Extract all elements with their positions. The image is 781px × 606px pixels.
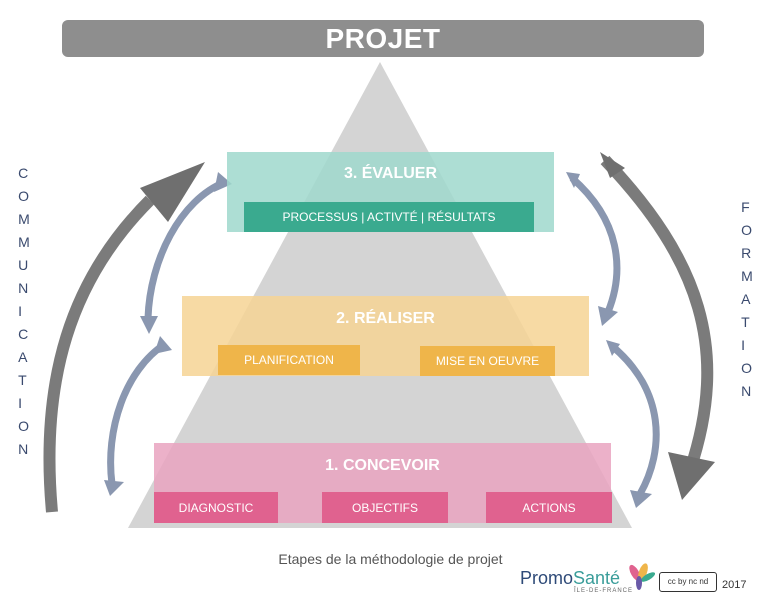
side-letter: R [741,245,752,261]
tag-objectifs: OBJECTIFS [322,492,448,523]
side-letter: C [18,165,29,181]
year-label: 2017 [722,579,747,591]
right-upper-arrow [569,175,621,314]
brand-region: ÎLE-DE-FRANCE [574,588,634,594]
side-letter: T [741,314,750,330]
communication-arrow-head [140,162,205,222]
promosante-logo-icon [629,563,655,590]
side-letter: I [18,395,23,411]
level-concevoir-heading: 1. CONCEVOIR [325,457,440,474]
side-letter: M [18,234,30,250]
side-letter: I [741,337,746,353]
side-letter: T [18,372,27,388]
tag-diagnostic: DIAGNOSTIC [154,492,278,523]
level-evaluer-heading: 3. ÉVALUER [343,165,438,182]
side-letter: O [741,222,753,238]
communication-arrow-shaft [43,195,155,513]
brand-main: Promo [520,568,574,588]
pyramid-triangle [128,62,632,528]
side-letter: N [18,441,29,457]
side-letter: F [741,199,750,215]
side-letter: I [18,303,23,319]
tag-mise-en-oeuvre: MISE EN OEUVRE [420,346,555,376]
side-letter: M [741,268,753,284]
license-badge: cc by nc nd [659,572,717,592]
tag-actions: ACTIONS [486,492,612,523]
diagram-caption: Etapes de la méthodologie de projet [278,551,503,567]
left-lower-arrow [107,341,167,485]
brand-name: PromoSanté [520,568,620,589]
formation-arrow-tail [600,152,625,178]
left-upper-arrow [144,178,227,319]
tag-planification: PLANIFICATION [218,345,360,375]
side-letter: N [741,383,752,399]
side-letter: A [18,349,28,365]
side-letter: O [18,418,30,434]
level-realiser-heading: 2. RÉALISER [336,310,435,327]
tag-processus-activite-resultats: PROCESSUS | ACTIVTÉ | RÉSULTATS [244,202,534,232]
formation-arrow-shaft [600,155,714,472]
right-lower-arrow [609,343,660,496]
brand-accent: Santé [573,568,621,588]
side-letter: M [18,211,30,227]
side-letter: U [18,257,29,273]
side-letter: O [18,188,30,204]
side-letter: C [18,326,29,342]
page-title: PROJET [62,20,704,57]
formation-arrow-head [668,452,715,500]
side-letter: N [18,280,29,296]
side-letter: A [741,291,751,307]
side-letter: O [741,360,753,376]
